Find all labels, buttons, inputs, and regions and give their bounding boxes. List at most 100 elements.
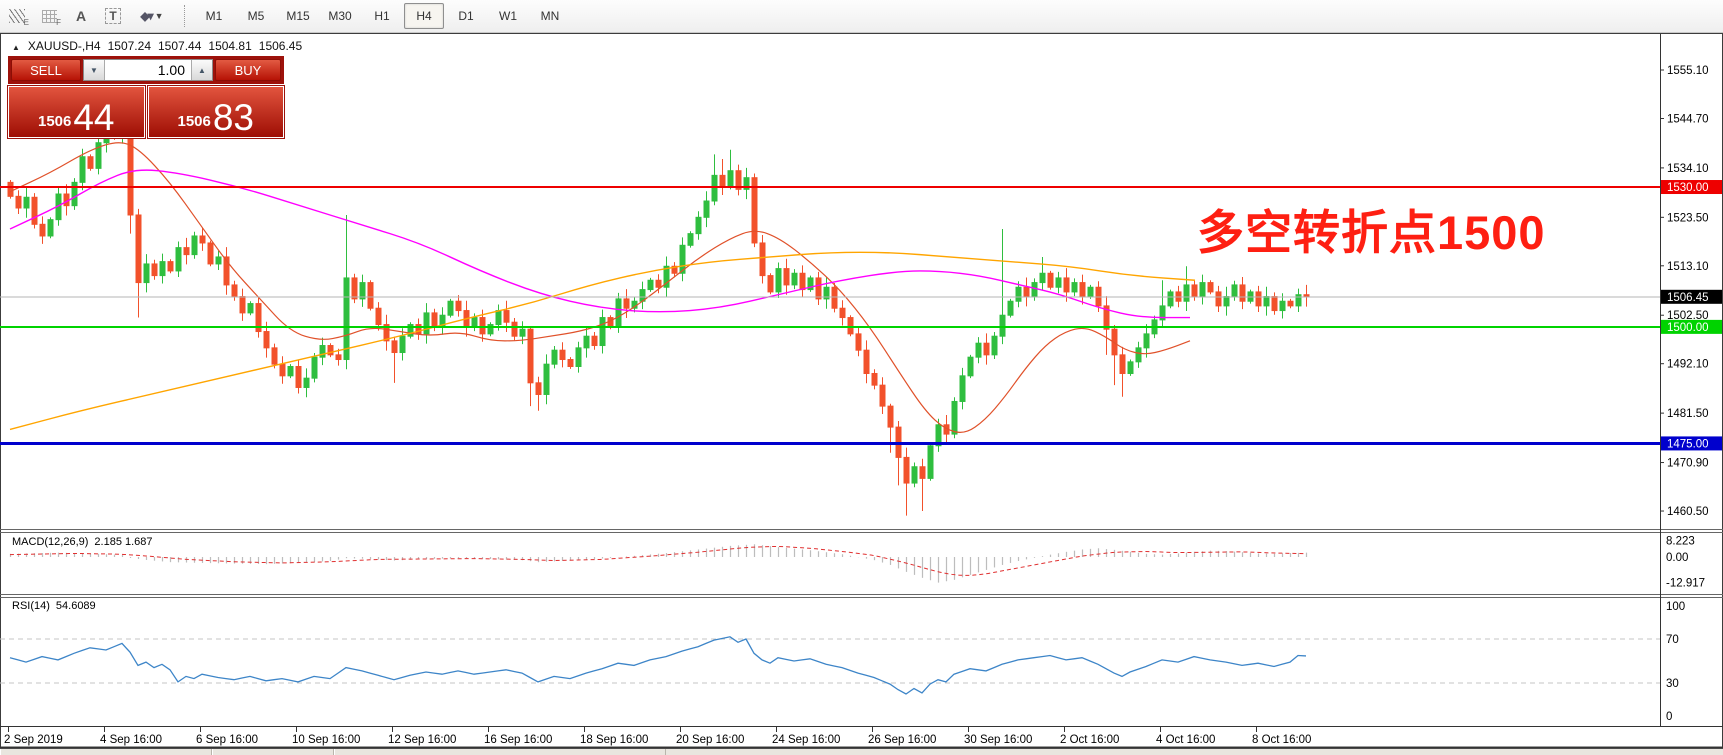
macd-name: MACD(12,26,9) (12, 536, 89, 548)
svg-text:1481.50: 1481.50 (1667, 408, 1709, 420)
timeframe-button-mn[interactable]: MN (540, 9, 560, 23)
symbol-period: XAUUSD-,H4 (27, 39, 101, 53)
sell-price-big-figure: 1506 (37, 113, 72, 130)
svg-text:2 Sep 2019: 2 Sep 2019 (4, 734, 63, 746)
timeframe-button-d1[interactable]: D1 (458, 9, 474, 23)
timeframe-button-m1[interactable]: M1 (205, 9, 223, 23)
horizontal-level-lines (0, 186, 1660, 445)
sell-button[interactable]: SELL (11, 59, 81, 81)
svg-text:30: 30 (1666, 678, 1679, 690)
grid-glyph (41, 9, 57, 23)
text-box-letter: T (105, 8, 121, 24)
timeframe-button-h1[interactable]: H1 (374, 9, 390, 23)
top-toolbar: E F A T ◆▾ ▼ M1 M5 M15 M30 H1 H4 D1 W1 MN (0, 0, 1723, 33)
channel-tool-icon[interactable]: E (2, 3, 32, 29)
volume-increase-button[interactable]: ▲ (191, 60, 212, 80)
buy-button[interactable]: BUY (215, 59, 281, 81)
timeframe-button-w1[interactable]: W1 (499, 9, 517, 23)
sell-price-pips: 44 (73, 96, 115, 138)
macd-panel: 8.223 0.00 -12.917 (9, 536, 1705, 590)
ma-fast-line (9, 142, 1191, 433)
timeframe-button-m30[interactable]: M30 (328, 9, 352, 23)
svg-text:20 Sep 16:00: 20 Sep 16:00 (676, 734, 744, 746)
toolbar-separator (184, 5, 185, 27)
one-click-top-row: SELL ▼ 1.00 ▲ BUY (8, 56, 284, 84)
timeframe-button-h4[interactable]: H4 (404, 3, 444, 29)
ohlc-high: 1507.44 (158, 39, 202, 53)
ma-slow-line (9, 251, 1196, 431)
volume-decrease-button[interactable]: ▼ (84, 60, 105, 80)
chart-tab-stub[interactable] (212, 749, 334, 755)
svg-text:16 Sep 16:00: 16 Sep 16:00 (484, 734, 552, 746)
svg-text:1555.10: 1555.10 (1667, 65, 1709, 77)
price-badge: 1475.00 (1661, 436, 1722, 451)
chart-tabs-strip[interactable] (0, 748, 1723, 755)
chart-window-frame (0, 33, 1723, 748)
svg-text:0: 0 (1666, 711, 1672, 723)
chart-tab-stub[interactable] (0, 749, 212, 755)
timeframe-button-m15[interactable]: M15 (286, 9, 310, 23)
svg-text:8 Oct 16:00: 8 Oct 16:00 (1252, 734, 1311, 746)
svg-text:12 Sep 16:00: 12 Sep 16:00 (388, 734, 456, 746)
svg-text:70: 70 (1666, 634, 1679, 646)
price-badge: 1506.45 (1661, 289, 1722, 304)
svg-text:6 Sep 16:00: 6 Sep 16:00 (196, 734, 258, 746)
date-axis: 2 Sep 2019 4 Sep 16:00 6 Sep 16:00 10 Sep 1… (4, 727, 1311, 746)
svg-text:24 Sep 16:00: 24 Sep 16:00 (772, 734, 840, 746)
svg-text:8.223: 8.223 (1666, 536, 1695, 548)
candlesticks (7, 104, 1310, 516)
ohlc-close: 1506.45 (258, 39, 303, 53)
text-box-tool-icon[interactable]: T (98, 3, 128, 29)
svg-text:10 Sep 16:00: 10 Sep 16:00 (292, 734, 360, 746)
svg-text:1523.50: 1523.50 (1667, 212, 1709, 224)
svg-text:26 Sep 16:00: 26 Sep 16:00 (868, 734, 936, 746)
svg-text:1502.50: 1502.50 (1667, 310, 1709, 322)
rsi-value: 54.6089 (55, 600, 96, 612)
price-badge: 1500.00 (1661, 319, 1722, 334)
fibonacci-tool-letter: F (56, 18, 61, 27)
chart-text-annotation: 多空转折点1500 (1197, 206, 1546, 259)
fibonacci-tool-icon[interactable]: F (34, 3, 64, 29)
svg-text:1530.00: 1530.00 (1667, 182, 1709, 194)
svg-text:4 Sep 16:00: 4 Sep 16:00 (100, 734, 162, 746)
svg-text:1470.90: 1470.90 (1667, 458, 1709, 470)
buy-price-button[interactable]: 1506 83 (146, 85, 285, 139)
buy-price-big-figure: 1506 (177, 113, 211, 130)
macd-values: 2.185 1.687 (94, 536, 153, 548)
svg-text:2 Oct 16:00: 2 Oct 16:00 (1060, 734, 1119, 746)
sell-price-button[interactable]: 1506 44 (7, 85, 146, 139)
svg-text:1544.70: 1544.70 (1667, 113, 1709, 125)
text-label-letter: A (75, 8, 87, 24)
buy-price-pips: 83 (212, 96, 255, 138)
chevron-down-icon: ▼ (154, 11, 164, 21)
arrow-objects-tool-icon[interactable]: ◆▾ ▼ (130, 3, 174, 29)
svg-text:1534.10: 1534.10 (1667, 163, 1709, 175)
svg-text:1475.00: 1475.00 (1667, 438, 1709, 450)
svg-text:1492.10: 1492.10 (1667, 359, 1709, 371)
svg-text:-12.917: -12.917 (1666, 578, 1705, 590)
svg-text:1513.10: 1513.10 (1667, 261, 1709, 273)
volume-stepper: ▼ 1.00 ▲ (83, 59, 213, 81)
collapse-triangle-icon[interactable]: ▲ (12, 43, 20, 52)
svg-text:1460.50: 1460.50 (1667, 506, 1709, 518)
svg-text:0.00: 0.00 (1666, 552, 1688, 564)
arrows-glyph: ◆▾ (140, 9, 153, 23)
svg-text:100: 100 (1666, 601, 1685, 613)
volume-input[interactable]: 1.00 (105, 60, 191, 80)
timeframe-button-m5[interactable]: M5 (247, 9, 265, 23)
price-axis: 1555.10 1544.70 1534.10 1523.50 1513.10 1502.… (1660, 65, 1709, 518)
text-label-tool-icon[interactable]: A (66, 3, 96, 29)
timeframe-group: M1 M5 M15 M30 H1 H4 D1 W1 MN (193, 3, 571, 29)
rsi-indicator-label: RSI(14) 54.6089 (12, 600, 96, 612)
chart-title-bar: ▲ XAUUSD-,H4 1507.24 1507.44 1504.81 1506.45 (12, 39, 302, 53)
one-click-price-row: 1506 44 1506 83 (7, 85, 285, 139)
ma-mid-line (9, 169, 1190, 319)
svg-text:1500.00: 1500.00 (1667, 322, 1709, 334)
svg-text:30 Sep 16:00: 30 Sep 16:00 (964, 734, 1032, 746)
rsi-panel: 100 70 30 0 (0, 601, 1685, 723)
svg-text:18 Sep 16:00: 18 Sep 16:00 (580, 734, 648, 746)
macd-indicator-label: MACD(12,26,9) 2.185 1.687 (12, 536, 153, 548)
svg-text:1506.45: 1506.45 (1667, 292, 1709, 304)
chart-tab-stub[interactable] (334, 749, 666, 755)
